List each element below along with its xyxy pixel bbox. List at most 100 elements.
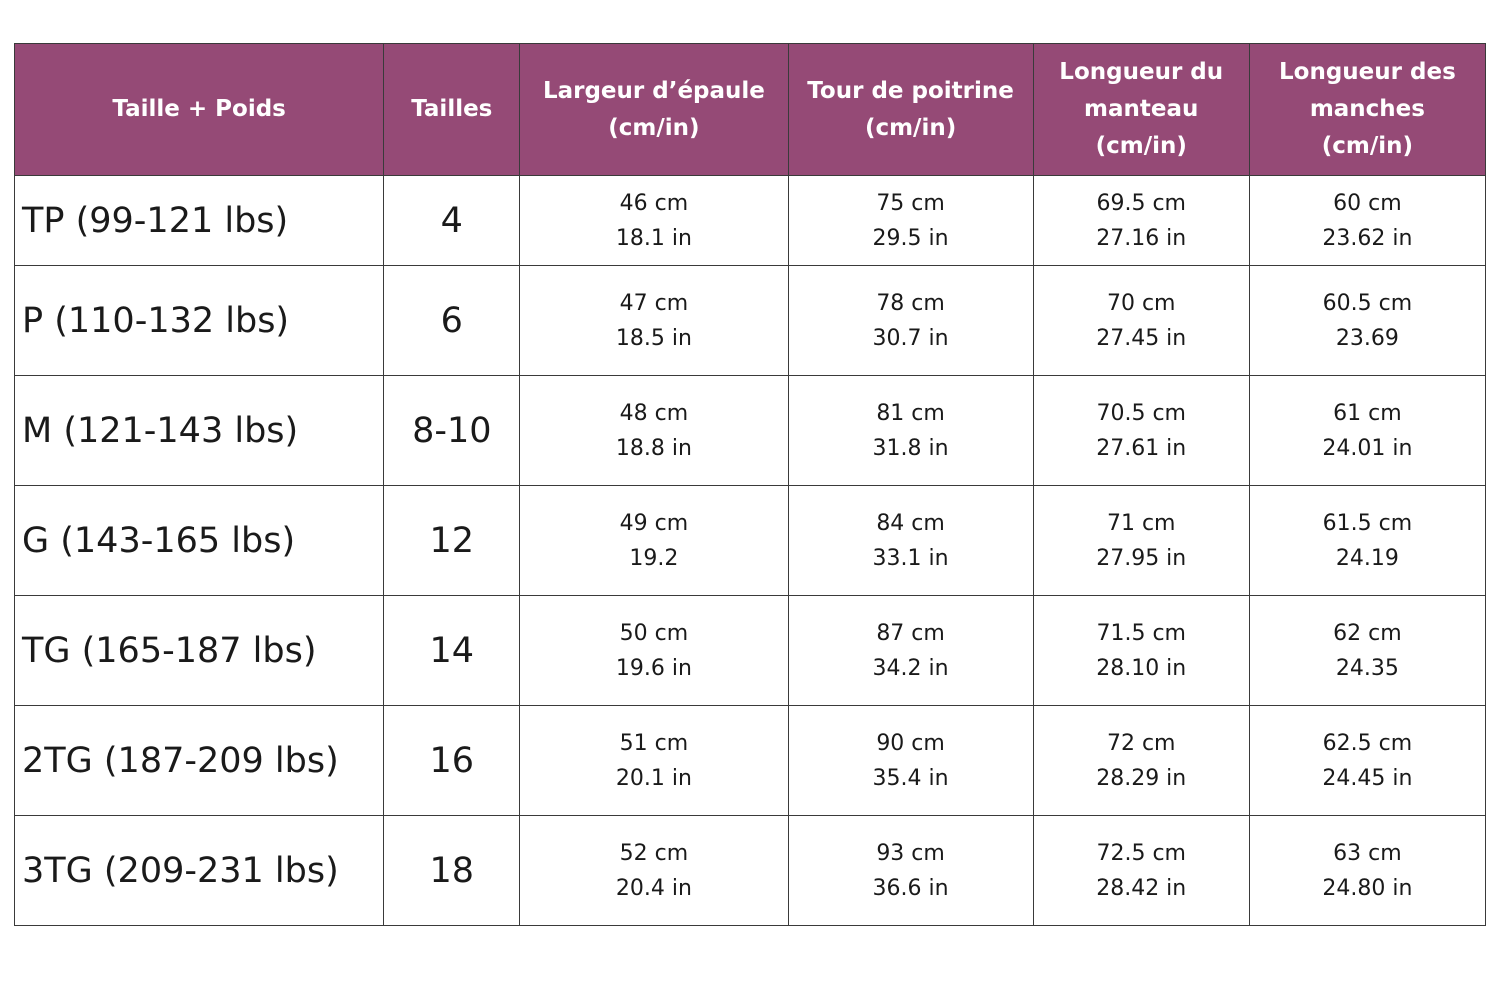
table-row: 2TG (187-209 lbs) 16 51 cm 20.1 in 90 cm 3… [13, 705, 1487, 816]
in-value: 28.10 in [1096, 655, 1187, 681]
cm-value: 50 cm [619, 620, 689, 646]
cm-value: 84 cm [876, 510, 945, 536]
in-value: 20.1 in [615, 765, 692, 791]
row-size: 8-10 [383, 375, 521, 486]
in-value: 24.01 in [1322, 435, 1413, 461]
row-size: 16 [383, 705, 521, 816]
in-value: 35.4 in [872, 765, 949, 791]
in-value: 27.45 in [1096, 325, 1187, 351]
shoulder-cell: 47 cm 18.5 in [519, 265, 789, 376]
cm-value: 61 cm [1333, 400, 1402, 426]
cm-value: 78 cm [876, 290, 945, 316]
sleeve-length-cell: 61.5 cm 24.19 [1248, 485, 1487, 596]
row-size: 14 [383, 595, 521, 706]
row-size: 18 [383, 815, 521, 926]
header-taille-poids: Taille + Poids [13, 43, 385, 176]
chest-cell: 90 cm 35.4 in [787, 705, 1034, 816]
in-value: 19.2 [629, 545, 679, 571]
in-value: 24.19 [1335, 545, 1399, 571]
chest-cell: 84 cm 33.1 in [787, 485, 1034, 596]
chest-cell: 78 cm 30.7 in [787, 265, 1034, 376]
coat-length-cell: 70.5 cm 27.61 in [1032, 375, 1250, 486]
sleeve-length-cell: 60 cm 23.62 in [1248, 175, 1487, 266]
chest-cell: 93 cm 36.6 in [787, 815, 1034, 926]
shoulder-cell: 48 cm 18.8 in [519, 375, 789, 486]
table-row: P (110-132 lbs) 6 47 cm 18.5 in 78 cm 30.7… [13, 265, 1487, 376]
cm-value: 93 cm [876, 840, 945, 866]
row-label: P (110-132 lbs) [13, 265, 385, 376]
in-value: 31.8 in [872, 435, 949, 461]
in-value: 24.45 in [1322, 765, 1413, 791]
cm-value: 75 cm [876, 190, 945, 216]
table-row: 3TG (209-231 lbs) 18 52 cm 20.4 in 93 cm 3… [13, 815, 1487, 926]
cm-value: 61.5 cm [1322, 510, 1413, 536]
chest-cell: 81 cm 31.8 in [787, 375, 1034, 486]
in-value: 30.7 in [872, 325, 949, 351]
table-row: TG (165-187 lbs) 14 50 cm 19.6 in 87 cm 34… [13, 595, 1487, 706]
cm-value: 60 cm [1333, 190, 1402, 216]
in-value: 24.80 in [1322, 875, 1413, 901]
row-size: 6 [383, 265, 521, 376]
shoulder-cell: 46 cm 18.1 in [519, 175, 789, 266]
cm-value: 71 cm [1106, 510, 1176, 536]
sleeve-length-cell: 60.5 cm 23.69 [1248, 265, 1487, 376]
in-value: 24.35 [1335, 655, 1399, 681]
size-chart-table: Taille + Poids Tailles Largeur d’épaule … [13, 43, 1487, 926]
in-value: 19.6 in [615, 655, 692, 681]
in-value: 23.62 in [1322, 225, 1413, 251]
in-value: 23.69 [1335, 325, 1399, 351]
row-label: M (121-143 lbs) [13, 375, 385, 486]
row-label: 2TG (187-209 lbs) [13, 705, 385, 816]
table-row: G (143-165 lbs) 12 49 cm 19.2 84 cm 33.1 i… [13, 485, 1487, 596]
cm-value: 87 cm [876, 620, 945, 646]
cm-value: 62 cm [1333, 620, 1402, 646]
sleeve-length-cell: 61 cm 24.01 in [1248, 375, 1487, 486]
header-longueur-manteau: Longueur du manteau (cm/in) [1032, 43, 1250, 176]
coat-length-cell: 72.5 cm 28.42 in [1032, 815, 1250, 926]
sleeve-length-cell: 62.5 cm 24.45 in [1248, 705, 1487, 816]
row-label: 3TG (209-231 lbs) [13, 815, 385, 926]
coat-length-cell: 71.5 cm 28.10 in [1032, 595, 1250, 706]
in-value: 29.5 in [872, 225, 949, 251]
cm-value: 72 cm [1106, 730, 1176, 756]
sleeve-length-cell: 62 cm 24.35 [1248, 595, 1487, 706]
row-label: TG (165-187 lbs) [13, 595, 385, 706]
in-value: 28.29 in [1096, 765, 1187, 791]
in-value: 27.95 in [1096, 545, 1187, 571]
in-value: 34.2 in [872, 655, 949, 681]
chest-cell: 87 cm 34.2 in [787, 595, 1034, 706]
shoulder-cell: 49 cm 19.2 [519, 485, 789, 596]
table-header-row: Taille + Poids Tailles Largeur d’épaule … [13, 43, 1487, 176]
header-tour-poitrine: Tour de poitrine (cm/in) [787, 43, 1034, 176]
row-label: TP (99-121 lbs) [13, 175, 385, 266]
chest-cell: 75 cm 29.5 in [787, 175, 1034, 266]
in-value: 18.5 in [615, 325, 692, 351]
in-value: 36.6 in [872, 875, 949, 901]
coat-length-cell: 72 cm 28.29 in [1032, 705, 1250, 816]
coat-length-cell: 69.5 cm 27.16 in [1032, 175, 1250, 266]
row-size: 4 [383, 175, 521, 266]
cm-value: 63 cm [1333, 840, 1402, 866]
shoulder-cell: 52 cm 20.4 in [519, 815, 789, 926]
in-value: 18.1 in [615, 225, 692, 251]
cm-value: 70.5 cm [1096, 400, 1186, 426]
in-value: 20.4 in [615, 875, 692, 901]
in-value: 28.42 in [1096, 875, 1187, 901]
in-value: 27.16 in [1096, 225, 1187, 251]
table-row: M (121-143 lbs) 8-10 48 cm 18.8 in 81 cm 3… [13, 375, 1487, 486]
sleeve-length-cell: 63 cm 24.80 in [1248, 815, 1487, 926]
in-value: 18.8 in [615, 435, 692, 461]
cm-value: 47 cm [619, 290, 689, 316]
cm-value: 71.5 cm [1096, 620, 1186, 646]
shoulder-cell: 50 cm 19.6 in [519, 595, 789, 706]
shoulder-cell: 51 cm 20.1 in [519, 705, 789, 816]
cm-value: 62.5 cm [1322, 730, 1413, 756]
cm-value: 90 cm [876, 730, 945, 756]
cm-value: 51 cm [619, 730, 689, 756]
size-chart-container: Taille + Poids Tailles Largeur d’épaule … [13, 43, 1487, 926]
coat-length-cell: 71 cm 27.95 in [1032, 485, 1250, 596]
cm-value: 81 cm [876, 400, 945, 426]
header-longueur-manches: Longueur des manches (cm/in) [1248, 43, 1487, 176]
in-value: 27.61 in [1096, 435, 1187, 461]
row-size: 12 [383, 485, 521, 596]
